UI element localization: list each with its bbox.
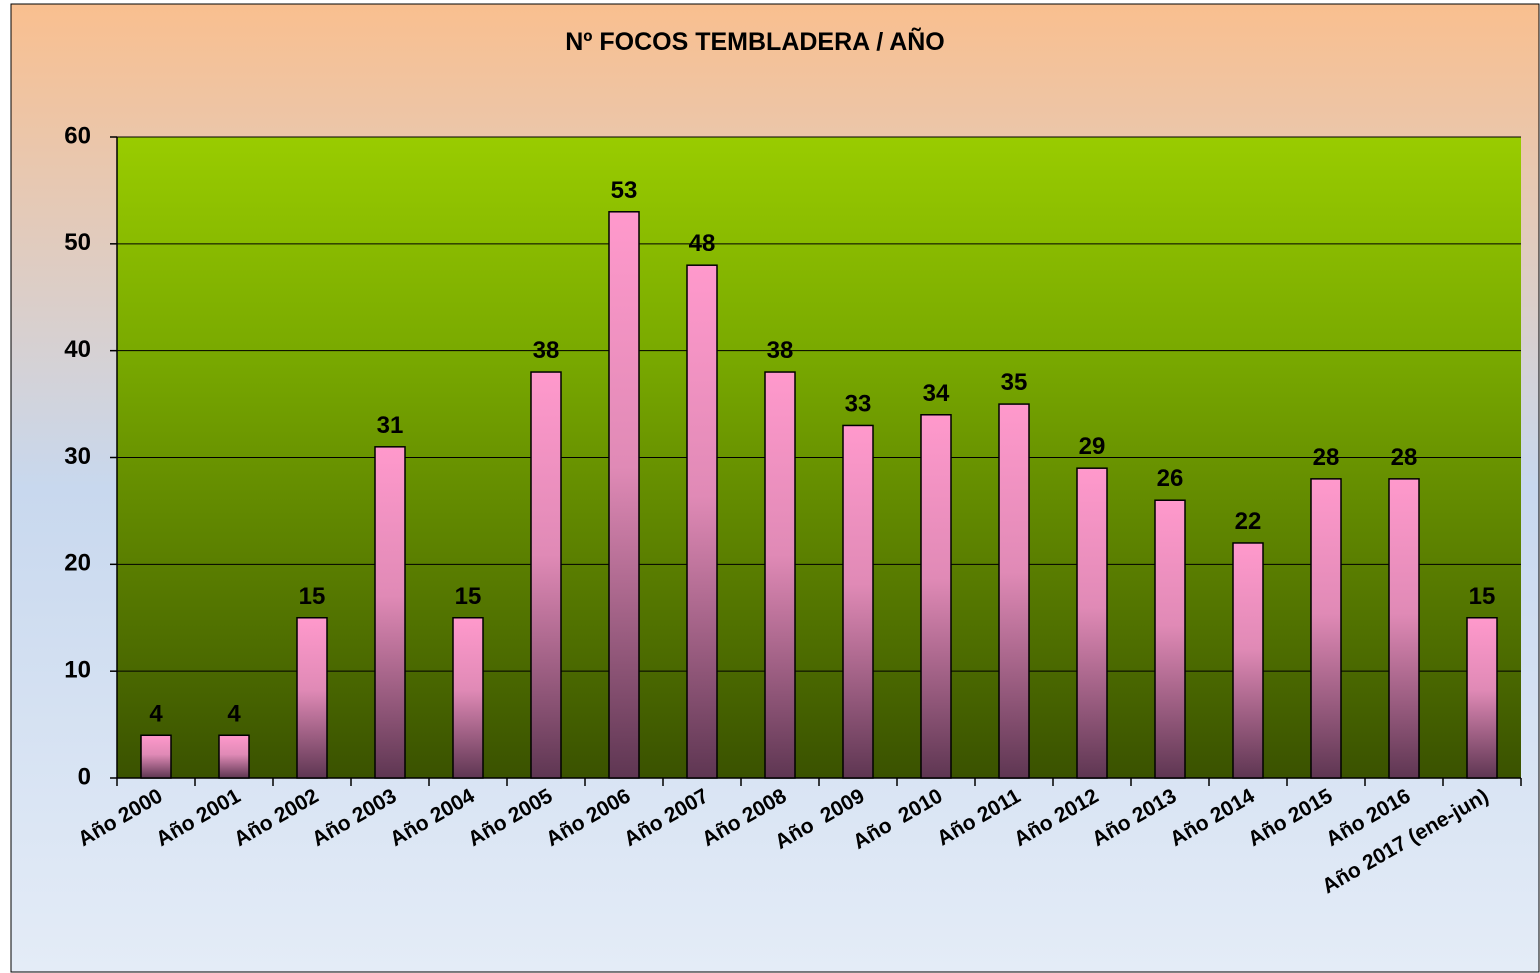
data-label: 38 <box>533 337 560 364</box>
bar <box>140 734 172 779</box>
bar <box>1466 617 1498 779</box>
bar <box>1154 499 1186 779</box>
data-label: 4 <box>227 700 241 727</box>
y-tick-label: 10 <box>64 657 91 684</box>
bar <box>608 211 640 779</box>
data-label: 22 <box>1235 508 1262 535</box>
data-label: 28 <box>1313 444 1340 471</box>
bar <box>296 617 328 779</box>
bar <box>218 734 250 779</box>
data-label: 38 <box>767 337 794 364</box>
y-tick-label: 40 <box>64 336 91 363</box>
data-label: 4 <box>149 700 163 727</box>
bar <box>686 264 718 779</box>
data-label: 15 <box>299 583 326 610</box>
bar <box>998 403 1030 779</box>
data-label: 53 <box>611 177 638 204</box>
bar <box>1310 478 1342 779</box>
data-label: 26 <box>1157 465 1184 492</box>
bar <box>1388 478 1420 779</box>
y-tick-label: 60 <box>64 122 91 149</box>
data-label: 15 <box>1469 583 1496 610</box>
y-tick-label: 20 <box>64 550 91 577</box>
data-label: 34 <box>923 380 950 407</box>
bar <box>374 446 406 779</box>
data-label: 33 <box>845 390 872 417</box>
y-tick-label: 50 <box>64 229 91 256</box>
bar <box>920 414 952 779</box>
data-label: 48 <box>689 230 716 257</box>
bar <box>764 371 796 779</box>
chart-title: Nº FOCOS TEMBLADERA / AÑO <box>565 26 945 56</box>
bar <box>1076 467 1108 779</box>
bar <box>452 617 484 779</box>
data-label: 28 <box>1391 444 1418 471</box>
data-label: 15 <box>455 583 482 610</box>
y-tick-label: 0 <box>78 763 91 790</box>
bar <box>842 424 874 779</box>
data-label: 31 <box>377 412 404 439</box>
data-label: 29 <box>1079 433 1106 460</box>
bar <box>1232 542 1264 779</box>
data-label: 35 <box>1001 369 1028 396</box>
bar <box>530 371 562 779</box>
y-tick-label: 30 <box>64 443 91 470</box>
